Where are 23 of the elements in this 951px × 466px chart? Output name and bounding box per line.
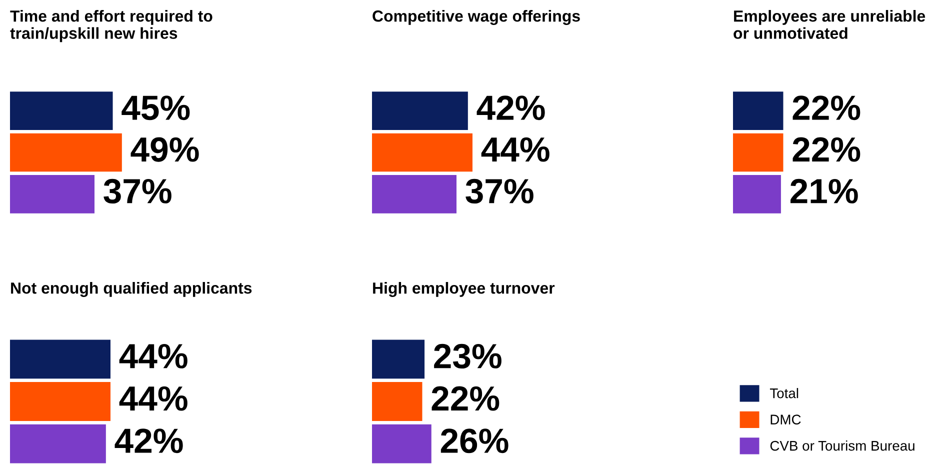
chart-title: Time and effort required to train/upskill new hires <box>10 10 212 42</box>
data-label: 22% <box>792 137 860 162</box>
chart-title: Competitive wage offerings <box>372 10 580 25</box>
data-label: 44% <box>481 137 550 162</box>
data-label: 22% <box>792 96 860 120</box>
data-label: 49% <box>130 137 199 162</box>
data-label: 42% <box>114 428 183 454</box>
data-label: 22% <box>432 386 500 411</box>
data-label: 26% <box>440 428 508 454</box>
data-label: 44% <box>119 386 188 411</box>
text: High employee turnover <box>373 282 555 297</box>
data-label: 42% <box>476 96 545 120</box>
data-label: 23% <box>434 344 502 369</box>
data-label: 44% <box>119 344 188 368</box>
legend-label: DMC <box>770 414 801 424</box>
data-label: 45% <box>122 96 190 120</box>
data-label: 21% <box>790 178 858 204</box>
data-label: 37% <box>104 178 172 204</box>
chart-title: Not enough qualified applicants <box>11 282 252 297</box>
legend-label: Total <box>770 388 798 398</box>
data-label: 37% <box>466 178 534 204</box>
legend-label: CVB or Tourism Bureau <box>770 440 914 451</box>
text: Employees are unreliable or unmotivated <box>734 10 926 39</box>
